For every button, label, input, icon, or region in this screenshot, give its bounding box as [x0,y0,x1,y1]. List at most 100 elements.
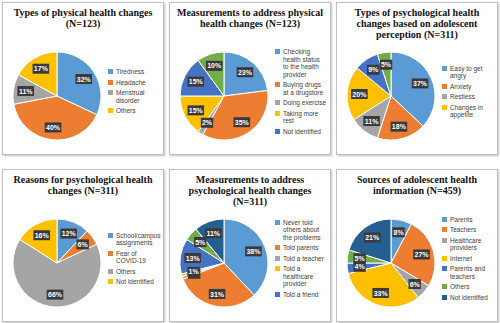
data-label: 8% [394,229,405,236]
label-box [205,228,222,238]
legend-text: Not identified [283,128,321,136]
label-box [353,253,365,263]
legend-swatch [275,49,280,54]
label-box [209,289,226,299]
legend-swatch [442,66,447,71]
data-labels: 8%27%6%33%4%5%21% [353,227,429,298]
legend-swatch [108,279,113,284]
data-labels: 37%18%11%20%9%5% [351,60,428,132]
legend: Easy to get angry Anxiety Restless Changes … [442,35,494,148]
data-label: 15% [189,78,204,85]
data-label: 5% [195,239,206,246]
legend-item: Others [108,268,160,276]
data-label: 5% [355,255,366,262]
pie-canvas: 32%40%11%17% [3,3,163,154]
chart-panel: Types of psychological health changes ba… [336,2,498,155]
legend-swatch [275,266,280,271]
label-box [75,74,92,84]
pie-slice [224,52,268,96]
label-box [413,249,430,259]
legend-item: Checking health status to the health pro… [275,48,327,78]
data-label: 10% [207,62,222,69]
pie-slice [183,263,254,307]
data-label: 32% [77,76,92,83]
slices [180,52,268,140]
legend-text: Healthcare providers [450,237,494,252]
legend-text: Doing exercise [283,99,326,107]
legend-item: Teachers [442,226,494,234]
data-label: 12% [62,230,77,237]
legend-swatch [275,100,280,105]
label-box [33,64,50,74]
legend-text: Others [116,107,136,115]
legend-text: Not identified [450,294,488,302]
chart-panel: Sources of adolescent health information… [336,169,498,322]
legend-text: Changes in appetite [450,104,494,119]
label-box [17,86,34,96]
slices [13,52,101,140]
legend-swatch [442,94,447,99]
legend-swatch [442,84,447,89]
data-label: 11% [206,230,220,237]
slices [347,219,435,307]
data-label: 21% [365,234,380,241]
legend-item: Told a healthcare provider [275,265,327,288]
data-labels: 32%40%11%17% [17,64,92,133]
data-label: 5% [381,61,392,68]
legend-text: Parents [450,216,472,224]
legend-swatch [108,69,113,74]
legend-item: Changes in appetite [442,104,494,119]
data-label: 38% [246,248,261,255]
data-labels: 38%31%1%1%13%5%11% [184,228,261,299]
legend-text: Parents and teachers [450,265,494,280]
label-box [353,262,365,272]
legend-text: Not identified [116,278,154,286]
legend-text: School/campus assignments [116,232,160,247]
legend-item: Easy to get angry [442,65,494,80]
label-box [380,60,392,70]
legend-text: Others [450,283,470,291]
legend-swatch [275,111,280,116]
legend-item: Others [108,107,160,115]
legend: TirednessHeadacheMenstrual disorderOther… [108,35,160,148]
legend-swatch [442,238,447,243]
legend-swatch [442,266,447,271]
slices [347,52,435,140]
legend-swatch [442,295,447,300]
data-label: 20% [352,91,367,98]
legend-swatch [275,220,280,225]
label-box [60,229,77,239]
label-box [391,122,408,132]
legend-item: Menstrual disorder [108,89,160,104]
legend-text: Easy to get angry [450,65,494,80]
legend-text: Others [116,268,136,276]
legend-swatch [108,90,113,95]
legend-item: Anxiety [442,83,494,91]
legend-text: Headache [116,79,146,87]
chart-title: Sources of adolescent health information… [340,174,494,196]
pie-slice [198,52,224,96]
pie-slice [14,96,97,140]
chart-title: Reasons for psychological health changes… [6,174,160,196]
chart-title: Measurements to address physical health … [173,7,327,29]
legend-item: Told parents [275,244,327,252]
legend-swatch [275,245,280,250]
data-label: 13% [186,255,201,262]
legend-item: Not identified [108,278,160,286]
legend: School/campus assignmentsFear of COVID-1… [108,202,160,315]
legend-item: Restless [442,93,494,101]
data-label: 17% [34,65,49,72]
legend-text: Anxiety [450,83,471,91]
chart-panel: Types of physical health changes (N=123)… [2,2,164,155]
legend-swatch [275,82,280,87]
legend-swatch [275,292,280,297]
label-box [187,267,199,277]
legend-text: Told a teacher [283,255,324,263]
data-labels: 23%35%2%15%15%10% [187,61,253,128]
label-box [237,67,254,77]
data-label: 40% [46,124,61,131]
chart-panel: Reasons for psychological health changes… [2,169,164,322]
pie-slice [18,52,57,96]
data-label: 6% [78,241,89,248]
label-box [187,105,204,115]
